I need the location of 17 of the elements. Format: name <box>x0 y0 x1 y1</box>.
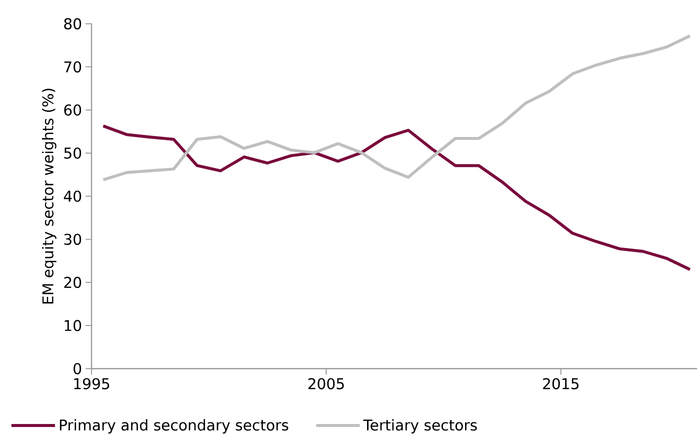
x-tick-label: 2005 <box>308 378 344 390</box>
y-tick-label: 0 <box>74 363 82 374</box>
y-tick-label: 70 <box>64 61 82 73</box>
legend-label: Tertiary sectors <box>363 419 477 434</box>
y-tick-label: 20 <box>64 276 82 288</box>
x-tick-label: 1995 <box>74 378 110 390</box>
y-tick-label: 30 <box>64 234 82 245</box>
line-series <box>102 124 692 271</box>
legend-label: Primary and secondary sectors <box>60 419 288 434</box>
y-tick-label: 60 <box>64 104 82 116</box>
line-series <box>102 34 692 182</box>
y-tick-label: 50 <box>64 147 82 159</box>
y-tick-label: 10 <box>64 320 82 332</box>
y-axis-title: EM equity sector weights (%) <box>42 88 56 304</box>
y-tick-label: 80 <box>64 18 82 30</box>
x-tick-label: 2015 <box>543 378 578 390</box>
y-tick-label: 40 <box>64 190 82 202</box>
